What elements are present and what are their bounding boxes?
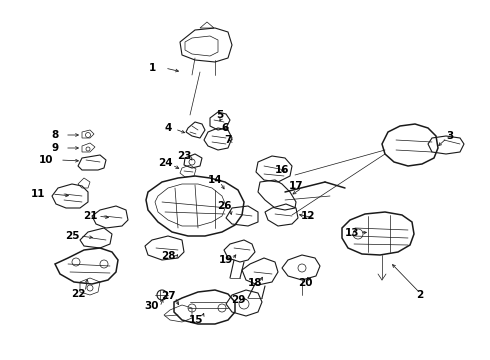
Text: 30: 30 [145, 301, 159, 311]
Text: 29: 29 [231, 295, 245, 305]
Text: 17: 17 [289, 181, 303, 191]
Text: 27: 27 [161, 291, 175, 301]
Text: 14: 14 [208, 175, 222, 185]
Text: 7: 7 [224, 135, 232, 145]
Text: 18: 18 [248, 278, 262, 288]
Text: 6: 6 [221, 123, 229, 133]
Text: 16: 16 [275, 165, 289, 175]
Text: 28: 28 [161, 251, 175, 261]
Text: 13: 13 [345, 228, 359, 238]
Text: 26: 26 [217, 201, 231, 211]
Text: 12: 12 [301, 211, 315, 221]
Text: 25: 25 [65, 231, 79, 241]
Text: 23: 23 [177, 151, 191, 161]
Text: 21: 21 [83, 211, 97, 221]
Text: 9: 9 [51, 143, 59, 153]
Text: 24: 24 [158, 158, 172, 168]
Text: 20: 20 [298, 278, 312, 288]
Text: 4: 4 [164, 123, 171, 133]
Text: 10: 10 [39, 155, 53, 165]
Text: 11: 11 [31, 189, 45, 199]
Text: 1: 1 [148, 63, 156, 73]
Text: 8: 8 [51, 130, 59, 140]
Text: 3: 3 [446, 131, 454, 141]
Text: 2: 2 [416, 290, 424, 300]
Text: 19: 19 [219, 255, 233, 265]
Text: 22: 22 [71, 289, 85, 299]
Text: 5: 5 [217, 110, 223, 120]
Text: 15: 15 [189, 315, 203, 325]
